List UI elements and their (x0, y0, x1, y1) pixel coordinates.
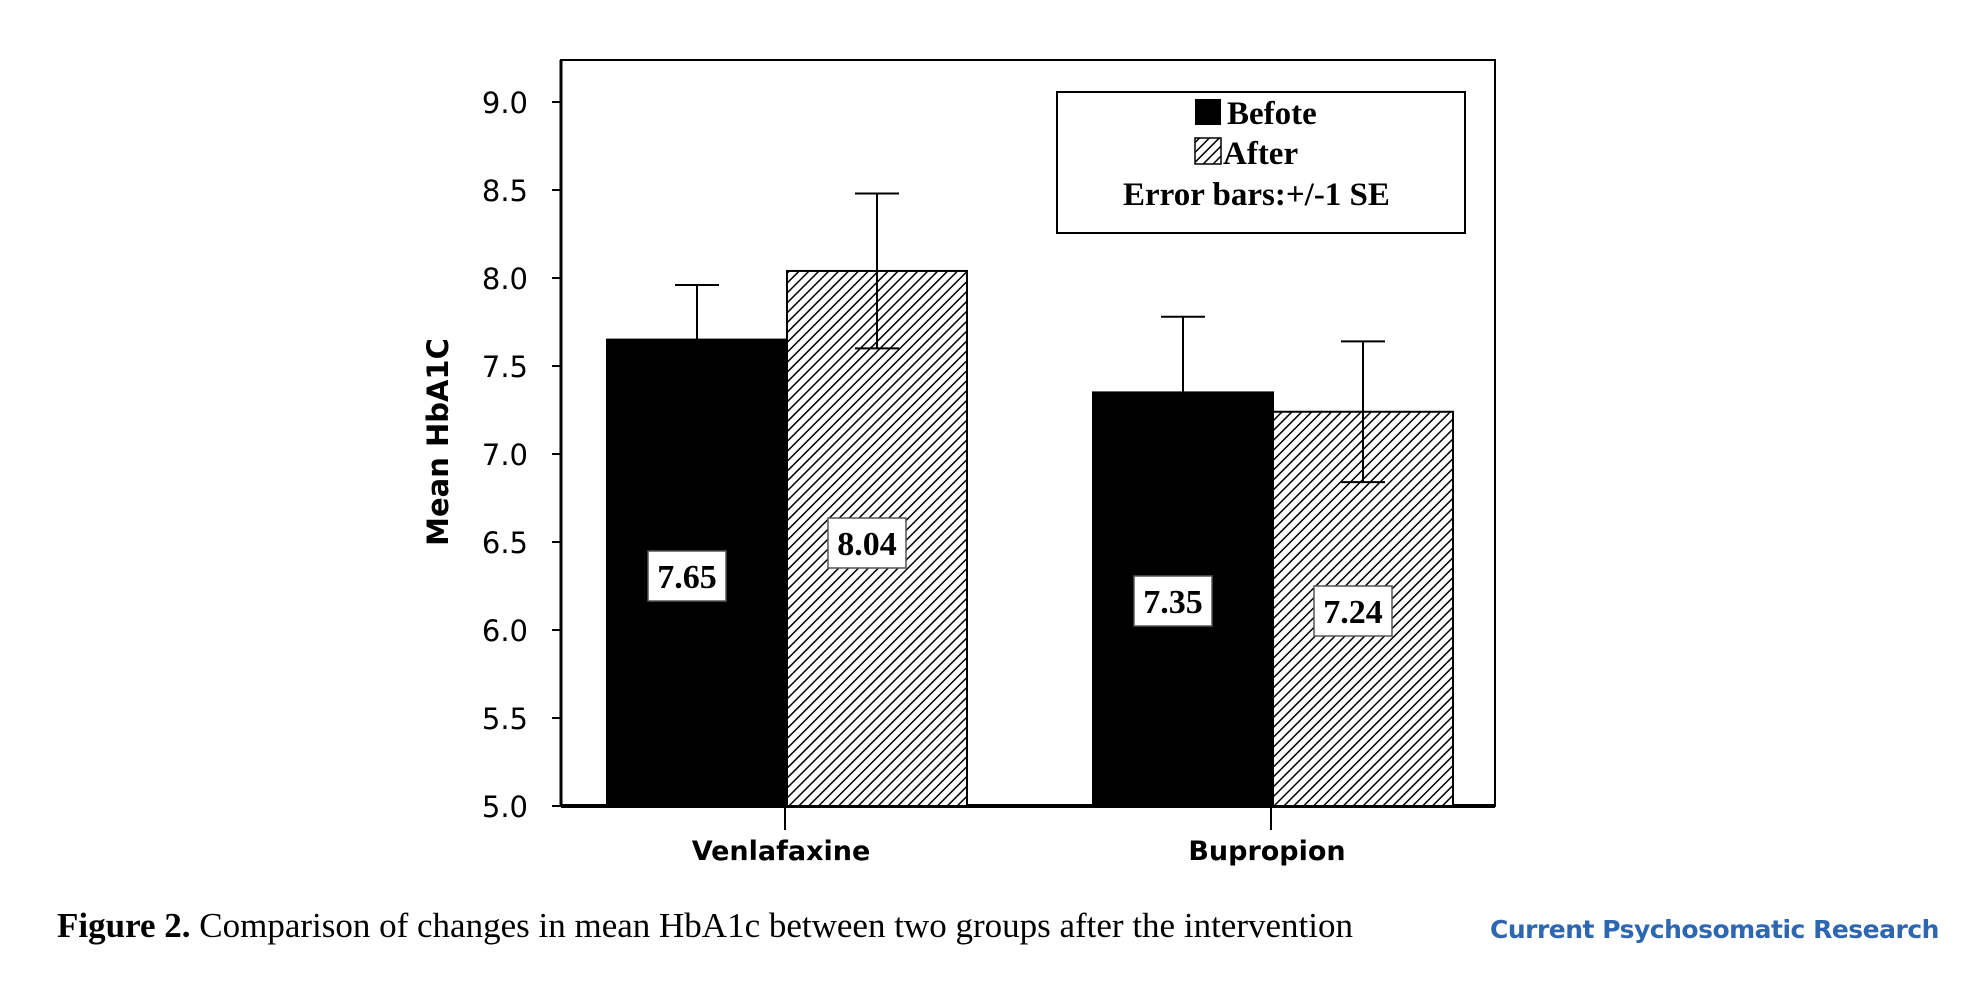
x-tick-label-venlafaxine: Venlafaxine (692, 836, 871, 867)
legend-label-after: After (1223, 136, 1298, 172)
figure-caption-text: Comparison of changes in mean HbA1c betw… (190, 906, 1353, 945)
x-tick-label-bupropion: Bupropion (1188, 836, 1345, 867)
value-label-box-befote-bupropion (1133, 575, 1213, 627)
y-tick-label: 9.0 (482, 86, 528, 120)
y-tick-label: 6.5 (482, 526, 528, 560)
legend-swatch-befote (1195, 99, 1221, 125)
legend-box (1056, 91, 1466, 234)
legend-error-note: Error bars:+/-1 SE (1123, 177, 1390, 213)
legend: Befote After Error bars:+/-1 SE (1056, 91, 1466, 234)
y-tick-label: 6.0 (482, 614, 528, 648)
y-tick-label: 8.0 (482, 262, 528, 296)
legend-swatch-after (1194, 137, 1222, 165)
value-label-box-after-bupropion (1313, 585, 1393, 637)
value-label-befote-venlafaxine: 7.65 (657, 559, 717, 596)
y-tick-label: 5.0 (482, 790, 528, 824)
journal-name: Current Psychosomatic Research (1490, 915, 1939, 944)
figure-caption: Figure 2. Comparison of changes in mean … (57, 906, 1353, 946)
value-label-after-bupropion: 7.24 (1323, 594, 1383, 631)
value-label-box-after-venlafaxine (827, 517, 907, 569)
value-label-after-venlafaxine: 8.04 (837, 526, 897, 563)
y-axis-label: Mean HbA1C (421, 338, 455, 546)
value-label-befote-bupropion: 7.35 (1143, 584, 1203, 621)
value-label-box-befote-venlafaxine (647, 550, 727, 602)
y-tick-label: 7.5 (482, 350, 528, 384)
bar-chart: Mean HbA1C 5.0 5.5 6.0 6.5 7.0 7.5 8.0 8.5 9.0 V… (421, 59, 1496, 867)
y-tick-label: 7.0 (482, 438, 528, 472)
legend-label-befote: Befote (1227, 96, 1317, 132)
y-tick-label: 8.5 (482, 174, 528, 208)
figure-caption-label: Figure 2. (57, 906, 191, 945)
y-tick-label: 5.5 (482, 702, 528, 736)
